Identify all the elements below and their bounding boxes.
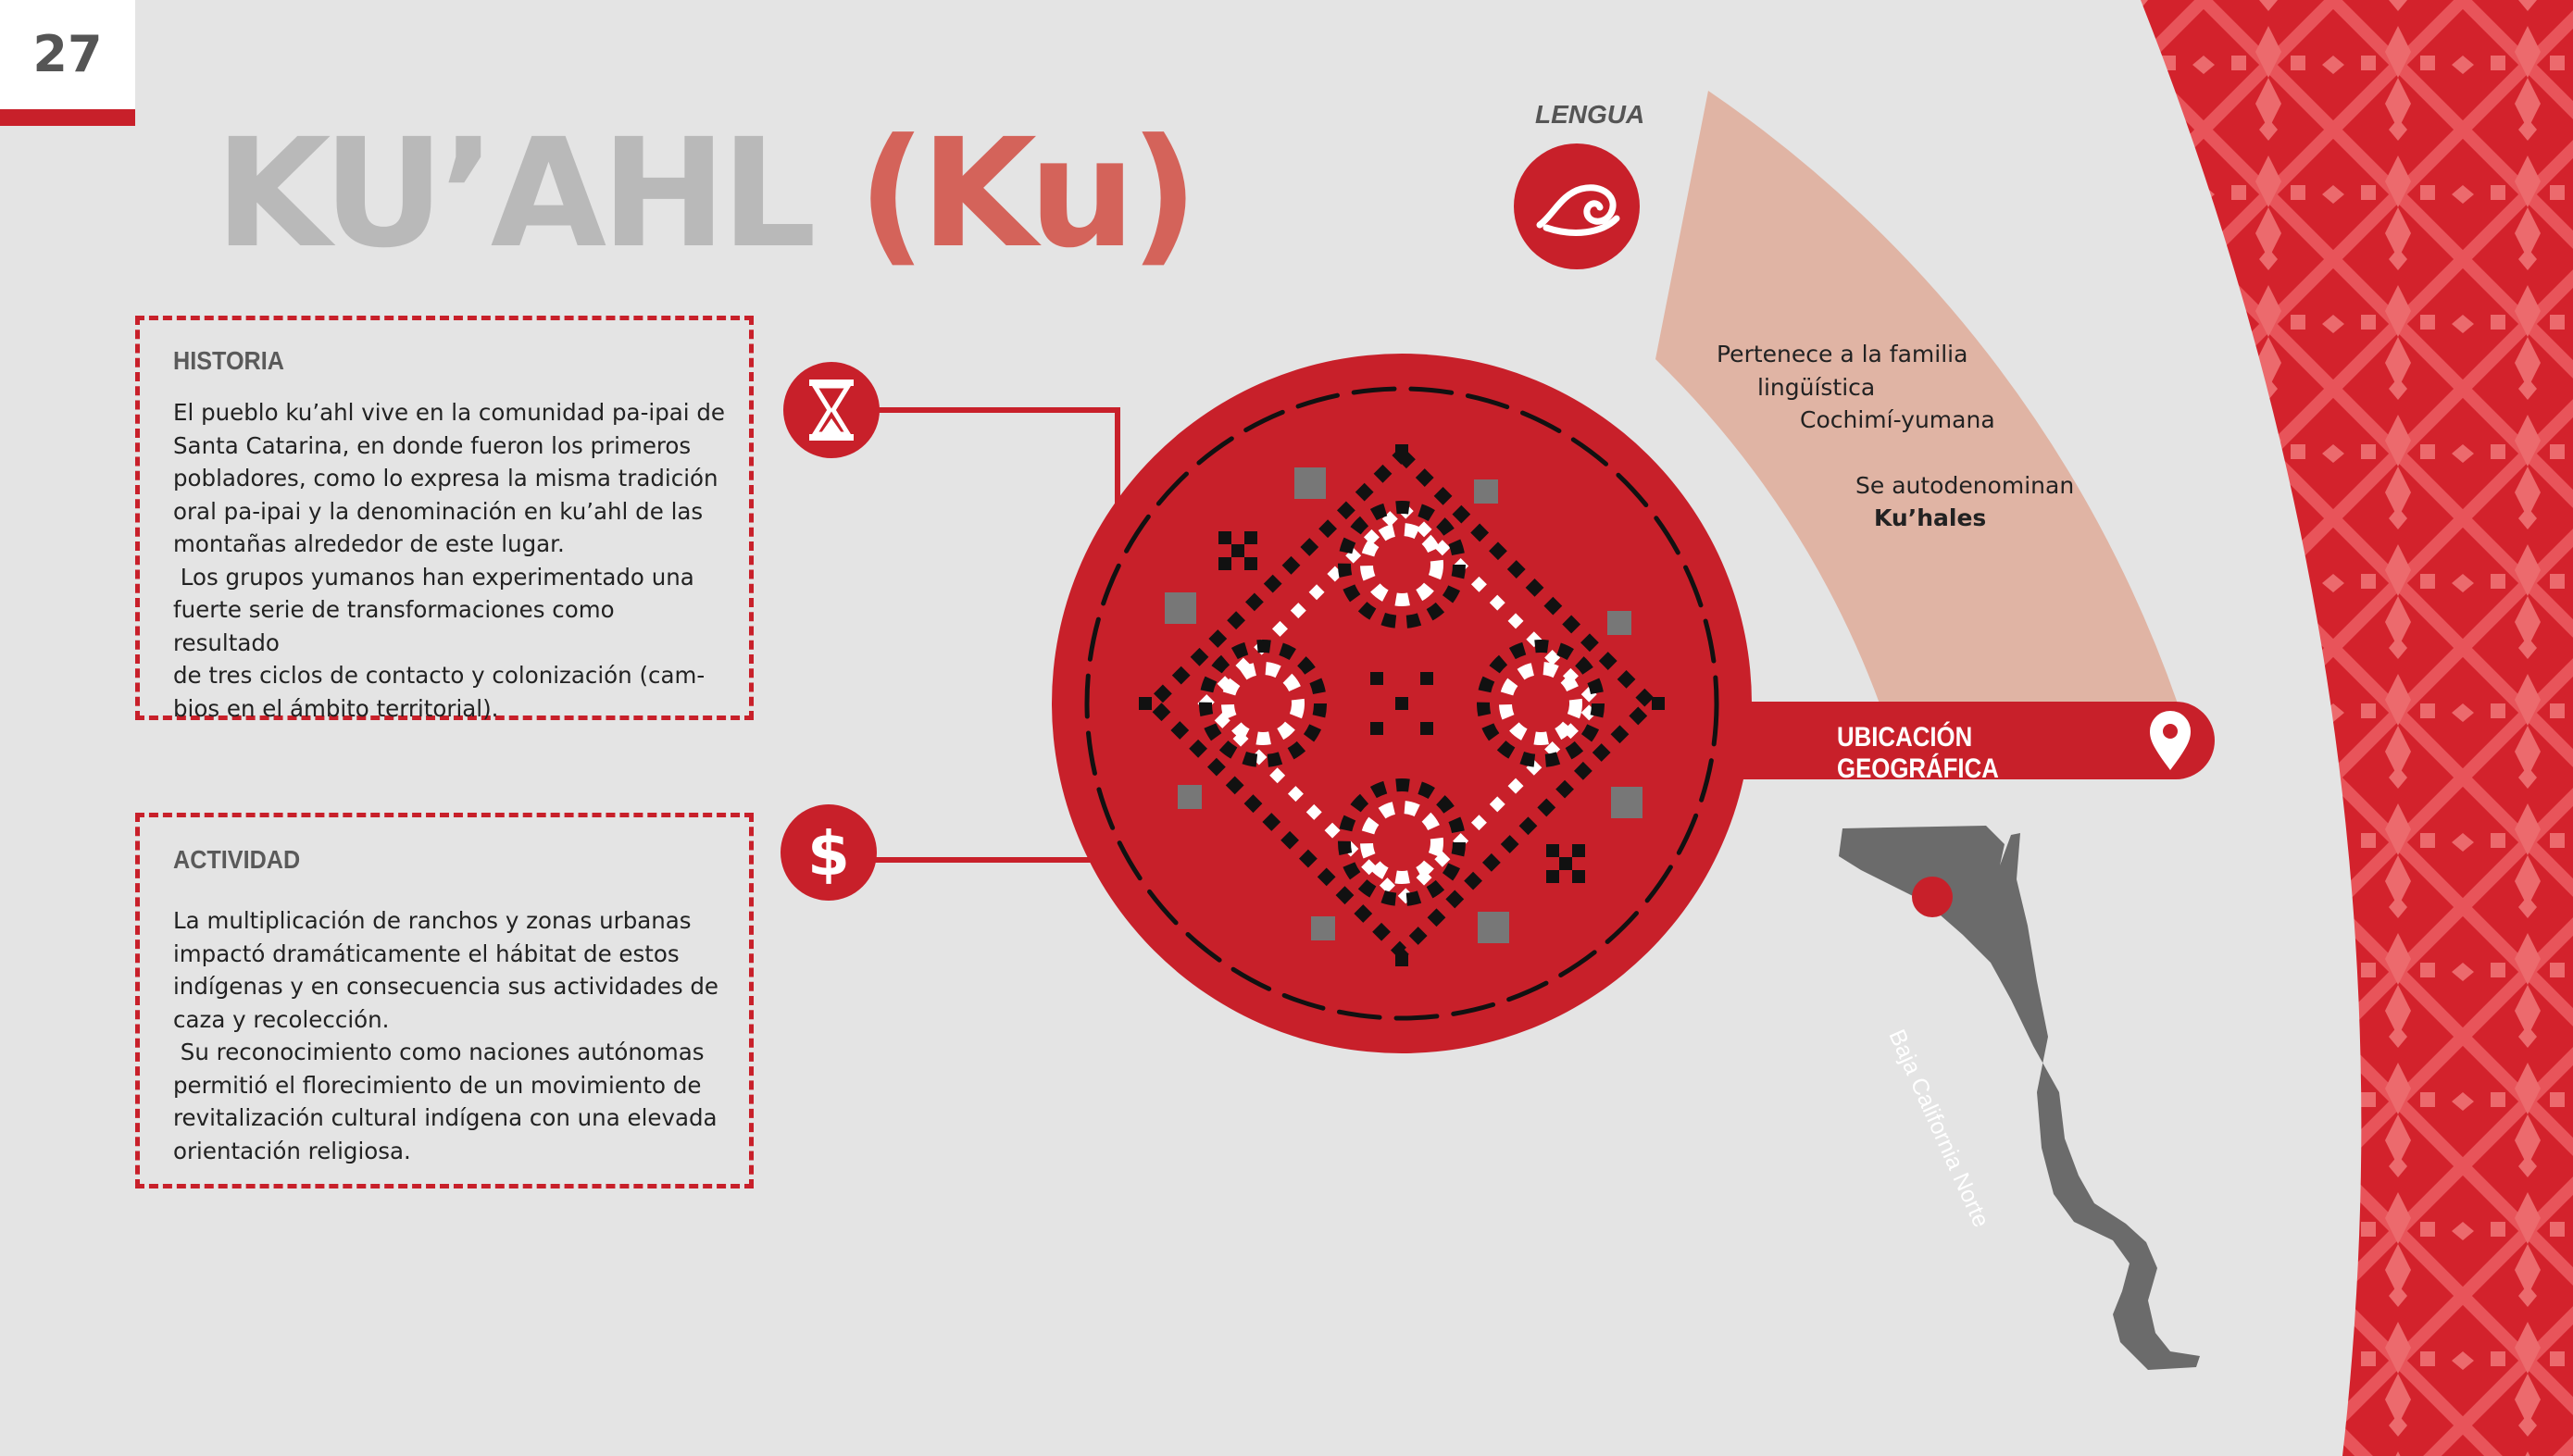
actividad-line: permitió el florecimiento de un movimien… — [173, 1071, 702, 1099]
ubicacion-label: UBICACIÓN GEOGRÁFICA — [1837, 722, 1999, 784]
historia-line: bios en el ámbito territorial). — [173, 694, 499, 722]
historia-line: de tres ciclos de contacto y colonizació… — [173, 662, 706, 689]
page-title: KU’AHL (Ku) — [215, 102, 1198, 287]
actividad-card: ACTIVIDAD La multiplicación de ranchos y… — [135, 813, 754, 1188]
actividad-line: indígenas y en consecuencia sus activida… — [173, 973, 719, 1000]
historia-heading: HISTORIA — [173, 346, 284, 375]
dollar-icon: $ — [781, 804, 877, 901]
actividad-line: La multiplicación de ranchos y zonas urb… — [173, 907, 692, 934]
lengua-family-line: lingüística — [1757, 374, 1876, 401]
actividad-line: Su reconocimiento como naciones autónoma… — [173, 1039, 705, 1065]
actividad-line: orientación religiosa. — [173, 1137, 411, 1164]
lengua-family-name: Cochimí-yumana — [1800, 406, 1995, 433]
actividad-text: La multiplicación de ranchos y zonas urb… — [173, 904, 725, 1167]
embroidery-motif — [1139, 444, 1665, 966]
title-abbreviation: (Ku) — [857, 107, 1198, 281]
page-number: 27 — [0, 0, 135, 109]
historia-line: montañas alrededor de este lugar. — [173, 530, 565, 557]
actividad-line: caza y recolección. — [173, 1005, 390, 1033]
historia-text: El pueblo ku’ahl vive en la comunidad pa… — [173, 396, 725, 725]
location-marker — [1912, 877, 1953, 917]
actividad-heading: ACTIVIDAD — [173, 845, 301, 874]
historia-line: fuerte serie de transformaciones como re… — [173, 596, 615, 656]
actividad-line: revitalización cultural indígena con una… — [173, 1104, 718, 1131]
ubicacion-band — [1704, 702, 2215, 779]
lengua-self-name-line: Se autodenominan — [1855, 472, 2075, 499]
historia-connector — [831, 407, 1120, 504]
page-number-bar — [0, 109, 135, 126]
historia-line: Santa Catarina, en donde fueron los prim… — [173, 431, 692, 459]
textile-pattern-decoration — [2141, 0, 2573, 1456]
actividad-line: impactó dramáticamente el hábitat de est… — [173, 940, 680, 967]
hourglass-icon — [783, 362, 880, 458]
lengua-self-name: Ku’hales — [1874, 504, 1987, 531]
historia-line: El pueblo ku’ahl vive en la comunidad pa… — [173, 399, 726, 426]
baja-california-map — [1839, 826, 2200, 1370]
historia-line: Los grupos yumanos han experimentado una — [173, 563, 694, 591]
historia-line: pobladores, como lo expresa la misma tra… — [173, 465, 718, 492]
lengua-fan-shape — [1655, 91, 2178, 703]
historia-card: HISTORIA El pueblo ku’ahl vive en la com… — [135, 316, 754, 722]
speech-swirl-icon — [1514, 143, 1640, 269]
lengua-label: LENGUA — [1535, 100, 1645, 129]
medallion-scallop-border — [1084, 386, 1719, 1021]
location-pin-icon — [2150, 711, 2191, 770]
historia-line: oral pa-ipai y la denominación en ku’ahl… — [173, 497, 704, 525]
lengua-family-line: Pertenece a la familia — [1717, 341, 1968, 367]
svg-text:$: $ — [807, 818, 850, 890]
title-main: KU’AHL — [215, 107, 858, 281]
